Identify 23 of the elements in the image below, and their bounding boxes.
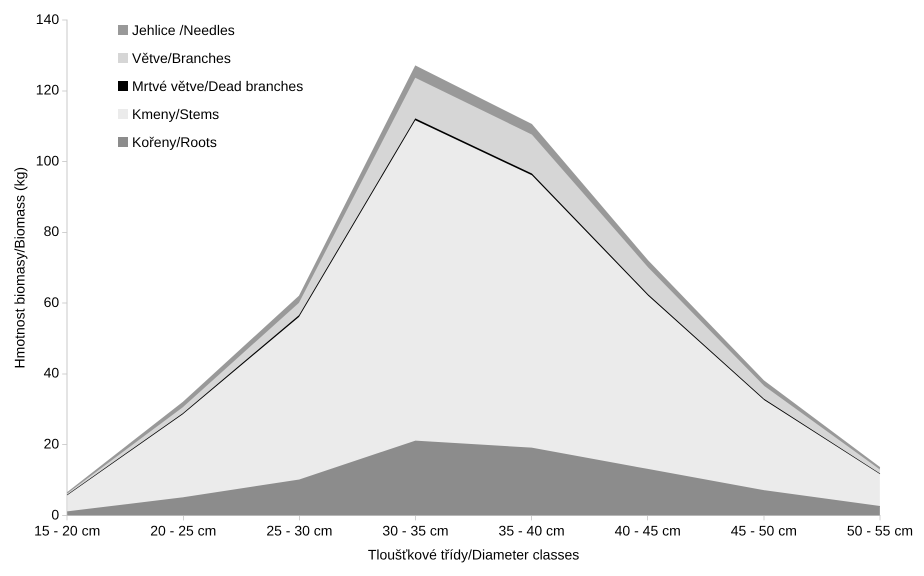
y-tick-label: 80 — [44, 223, 60, 240]
y-tick-label: 0 — [51, 506, 60, 522]
x-tick-label: 45 - 50 cm — [730, 522, 797, 539]
x-tick-label: 15 - 20 cm — [34, 522, 100, 539]
legend-label: Kořeny/Roots — [132, 134, 217, 150]
legend-label: Větve/Branches — [132, 50, 231, 66]
x-tick-label: 35 - 40 cm — [498, 522, 565, 539]
x-tick-label: 40 - 45 cm — [614, 522, 681, 539]
y-tick-label: 140 — [36, 10, 60, 27]
y-tick-label: 40 — [44, 364, 60, 381]
y-tick-label: 120 — [36, 82, 60, 98]
y-tick-label: 100 — [36, 152, 60, 168]
legend-label: Jehlice /Needles — [132, 22, 235, 38]
legend-label: Mrtvé větve/Dead branches — [132, 78, 304, 94]
x-tick-label: 30 - 35 cm — [382, 522, 449, 539]
legend-label: Kmeny/Stems — [132, 106, 220, 122]
x-axis-title: Tloušťkové třídy/Diameter classes — [368, 546, 580, 562]
x-tick-label: 20 - 25 cm — [150, 522, 216, 539]
y-axis-title: Hmotnost biomasy/Biomass (kg) — [11, 166, 28, 368]
x-tick-label: 50 - 55 cm — [846, 522, 913, 539]
y-tick-label: 20 — [44, 435, 60, 452]
x-tick-label: 25 - 30 cm — [266, 522, 332, 539]
y-tick-label: 60 — [44, 294, 60, 310]
